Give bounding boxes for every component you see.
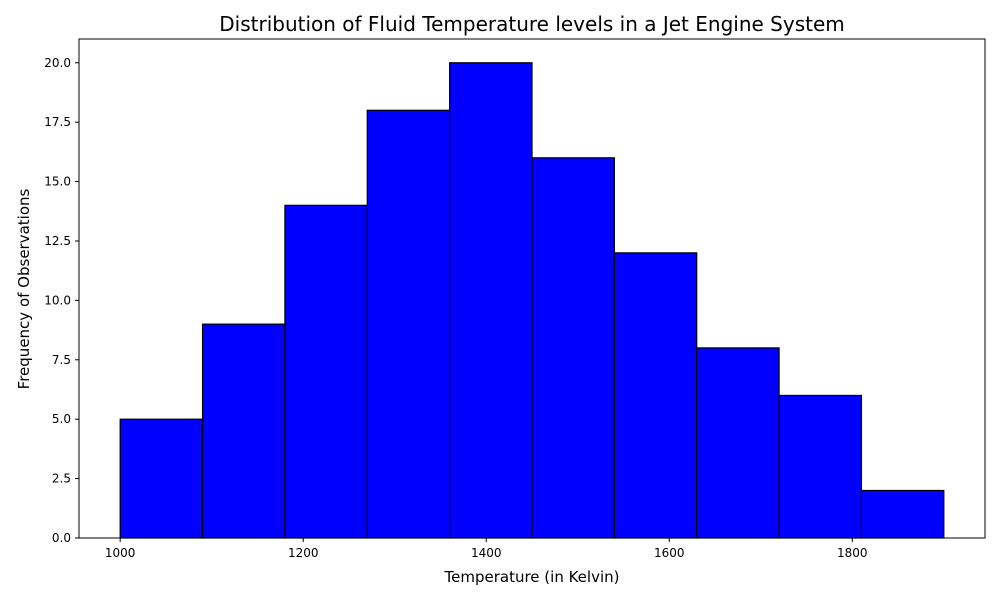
y-tick-label: 2.5 bbox=[52, 472, 71, 486]
histogram-bar bbox=[860, 489, 945, 539]
x-axis-ticks: 1000 1200 1400 1600 1800 bbox=[105, 538, 868, 560]
histogram-bar bbox=[696, 347, 780, 539]
y-tick-label: 20.0 bbox=[44, 56, 71, 70]
histogram-bar bbox=[366, 109, 451, 539]
y-axis-label: Frequency of Observations bbox=[15, 188, 33, 389]
y-axis-ticks: 0.0 2.5 5.0 7.5 10.0 12.5 15.0 17.5 20.0 bbox=[44, 56, 79, 545]
histogram-bar bbox=[778, 394, 863, 539]
y-tick-label: 12.5 bbox=[44, 234, 71, 248]
histogram-bar bbox=[531, 157, 615, 539]
bars-group bbox=[119, 62, 945, 539]
plot-frame bbox=[78, 38, 986, 539]
y-tick-label: 10.0 bbox=[44, 293, 71, 307]
x-tick-label: 1400 bbox=[471, 546, 502, 560]
histogram-bar bbox=[284, 204, 368, 539]
chart-title: Distribution of Fluid Temperature levels… bbox=[219, 12, 845, 36]
y-tick-label: 7.5 bbox=[52, 353, 71, 367]
x-tick-label: 1200 bbox=[288, 546, 319, 560]
y-tick-label: 5.0 bbox=[52, 412, 71, 426]
histogram-bar bbox=[449, 62, 533, 539]
histogram-bar bbox=[613, 252, 698, 539]
x-axis-label: Temperature (in Kelvin) bbox=[444, 568, 620, 586]
x-tick-label: 1600 bbox=[654, 546, 685, 560]
histogram-bar bbox=[201, 323, 286, 539]
y-tick-label: 17.5 bbox=[44, 115, 71, 129]
x-tick-label: 1800 bbox=[837, 546, 868, 560]
y-tick-label: 0.0 bbox=[52, 531, 71, 545]
y-tick-label: 15.0 bbox=[44, 175, 71, 189]
x-tick-label: 1000 bbox=[105, 546, 136, 560]
histogram-bar bbox=[119, 418, 204, 539]
